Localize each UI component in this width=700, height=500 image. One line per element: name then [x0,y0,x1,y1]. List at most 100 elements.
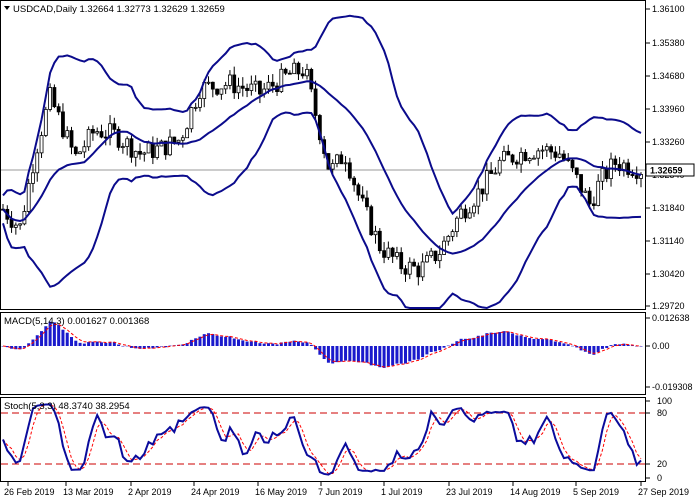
candle-body [198,98,202,108]
candle-body [210,81,215,90]
macd-bar [279,342,283,346]
macd-bar [5,346,9,348]
x-tick-label: 1 Jul 2019 [381,487,423,497]
macd-bar [416,346,420,360]
x-tick-label: 7 Jun 2019 [318,487,363,497]
macd-bar [318,346,322,355]
macd-bar [553,341,557,346]
macd-bar [151,346,155,349]
candle-body [540,149,545,152]
macd-bar [70,337,74,346]
macd-bar [528,338,532,346]
macd-bar [44,326,48,346]
macd-bar [541,339,545,346]
x-tick-label: 13 Mar 2019 [63,487,114,497]
macd-bar [271,343,275,346]
stoch-main-line [2,403,642,476]
macd-bar [129,346,133,348]
macd-bar [630,345,634,347]
price-tick: 1.30420 [652,269,685,279]
candle-body [223,85,228,90]
macd-bar [609,345,613,346]
price-candles [1,58,643,286]
candle-body [112,123,117,130]
candle-body [493,172,498,175]
candle-body [570,159,575,169]
candle-body [258,80,262,95]
macd-bar [382,346,386,368]
candle-body [48,87,53,110]
candle-body [420,261,425,278]
candle-body [266,81,271,90]
x-tick-label: 14 Aug 2019 [510,487,561,497]
candle-body [283,68,288,74]
candle-body [549,146,553,153]
macd-bar [61,329,65,346]
macd-bar [498,332,502,346]
macd-bar [215,335,219,346]
macd-bar [159,346,163,347]
macd-bar [288,341,292,346]
macd-bar [95,341,99,346]
candle-body [335,154,339,164]
candle-body [330,163,335,170]
candle-body [309,69,314,90]
stoch-y-axis: 100 80 20 0 [645,396,672,483]
candle-body [553,151,558,158]
macd-bar [296,341,300,346]
macd-bar [22,346,26,348]
macd-bar [292,340,296,346]
candle-body [193,106,198,109]
macd-bar [395,346,399,364]
candle-body [497,159,502,174]
macd-y-axis: 0.012638 0.00 -0.019308 [645,313,693,392]
price-tick: 1.34680 [652,71,685,81]
macd-bar [211,334,215,346]
macd-bar [442,346,446,348]
candle-body [176,139,181,143]
candle-body [579,174,583,193]
dropdown-triangle-icon[interactable] [4,6,10,10]
candle-body [39,135,44,154]
candle-body [99,131,104,138]
macd-bar [262,343,266,346]
macd-bar [566,344,570,346]
candle-body [403,268,408,275]
macd-bar [451,343,455,346]
candle-body [73,146,78,155]
macd-bar [545,339,549,346]
candle-body [377,230,382,252]
macd-bar [207,333,211,346]
macd-bar [613,344,617,346]
macd-bar [438,346,442,351]
macd-bar [249,341,253,346]
macd-bar [219,336,223,346]
macd-bar [112,342,116,346]
candle-body [343,162,348,165]
candle-body [442,240,446,255]
candle-body [219,88,224,95]
candle-body [35,152,40,174]
macd-bar [241,340,245,346]
candle-body [390,247,395,257]
macd-bar [352,346,356,362]
candle-body [386,247,391,258]
macd-bar [74,340,78,346]
macd-bar [378,346,382,368]
candle-body [407,261,412,275]
candle-body [339,154,344,165]
candle-body [527,158,532,162]
macd-bar [391,346,395,366]
candle-body [163,140,168,156]
candle-body [356,184,361,196]
macd-bar [386,346,390,367]
macd-bar [403,346,407,364]
macd-bar [485,333,489,346]
candle-body [536,150,541,159]
macd-tick: 0.012638 [652,313,690,323]
candle-body [562,153,566,160]
macd-bar [309,344,313,346]
candle-body [506,150,511,156]
macd-bar [18,346,22,350]
macd-bar [82,343,86,346]
